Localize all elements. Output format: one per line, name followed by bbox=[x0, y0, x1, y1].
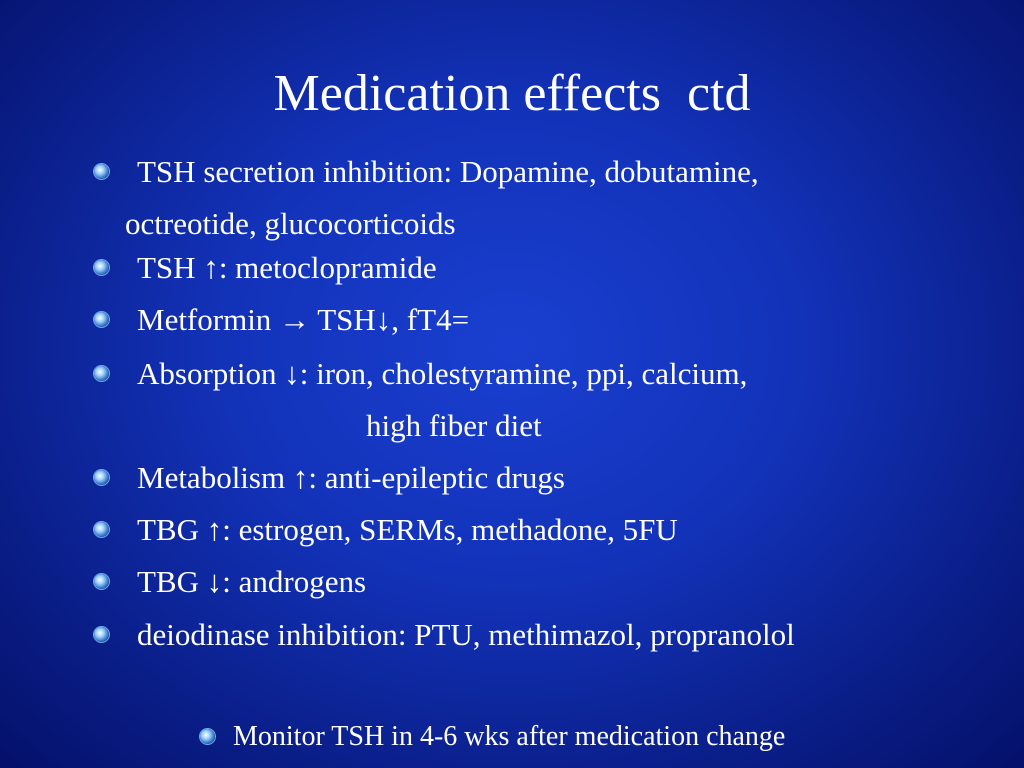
bullet-icon bbox=[94, 470, 109, 485]
bullet-text: TBG ↓: androgens bbox=[137, 564, 367, 599]
bullet-text: high fiber diet bbox=[366, 408, 542, 443]
slide-title: Medication effects ctd bbox=[273, 65, 751, 122]
bullet-text: TSH ↑: metoclopramide bbox=[137, 250, 437, 285]
bullet-text: Metabolism ↑: anti-epileptic drugs bbox=[137, 460, 565, 495]
bullet-icon bbox=[94, 522, 109, 537]
bullet-icon bbox=[94, 366, 109, 381]
bullet-icon bbox=[94, 627, 109, 642]
bullet-text: deiodinase inhibition: PTU, methimazol, … bbox=[137, 617, 795, 652]
bullet-text: TSH secretion inhibition: Dopamine, dobu… bbox=[137, 154, 759, 189]
bullet-icon bbox=[94, 312, 109, 327]
bullet-text: Metformin → TSH↓, fT4= bbox=[137, 302, 470, 337]
bullet-text: Absorption ↓: iron, cholestyramine, ppi,… bbox=[137, 356, 748, 391]
bullet-icon bbox=[94, 260, 109, 275]
bullet-text: octreotide, glucocorticoids bbox=[125, 206, 456, 241]
bullet-icon bbox=[94, 574, 109, 589]
bullet-icon bbox=[94, 164, 109, 179]
bullet-icon bbox=[200, 729, 215, 744]
bullet-text: TBG ↑: estrogen, SERMs, methadone, 5FU bbox=[137, 512, 678, 547]
footer-text: Monitor TSH in 4-6 wks after medication … bbox=[233, 721, 786, 752]
